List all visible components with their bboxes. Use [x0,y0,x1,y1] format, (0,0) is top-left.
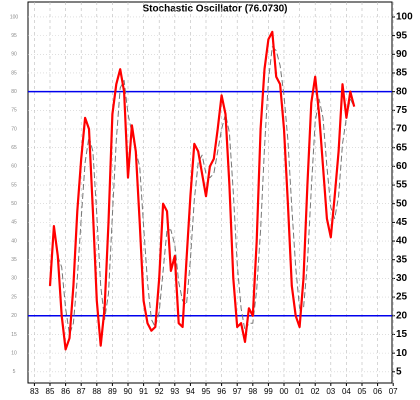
y-tick-label: 100 [396,12,413,23]
y-tick-label: 85 [396,68,408,79]
y-tick-label-left: 35 [11,257,17,263]
x-tick-label: 89 [108,387,117,396]
x-tick-label: 96 [217,387,226,396]
y-tick-label-left: 90 [11,52,17,58]
x-tick-label: 06 [373,387,382,396]
y-tick-label-left: 65 [11,145,17,151]
x-tick-label: 03 [326,387,335,396]
y-tick-label: 10 [396,348,408,359]
y-tick-label: 5 [396,366,402,377]
y-tick-label-left: 25 [11,294,17,300]
y-tick-label: 30 [396,273,408,284]
y-tick-label: 20 [396,310,408,321]
y-tick-label-left: 85 [11,70,17,76]
y-tick-label: 65 [396,142,408,153]
x-tick-label: 99 [264,387,273,396]
x-tick-label: 91 [139,387,148,396]
y-tick-label: 70 [396,124,408,135]
oscillator-line [48,30,356,351]
x-tick-label: 97 [233,387,242,396]
x-tick-label: 98 [248,387,257,396]
y-tick-label-left: 100 [10,14,19,20]
y-tick-label: 80 [396,86,408,97]
y-tick-label: 40 [396,236,408,247]
y-tick-label: 55 [396,180,408,191]
y-tick-label-left: 15 [11,332,17,338]
signal-line [57,46,355,335]
x-tick-label: 93 [170,387,179,396]
y-tick-label-left: 55 [11,182,17,188]
x-tick-label: 02 [311,387,320,396]
y-tick-label: 25 [396,292,408,303]
y-tick-label: 45 [396,217,408,228]
x-tick-label: 83 [30,387,39,396]
x-tick-label: 01 [295,387,304,396]
x-tick-label: 05 [358,387,367,396]
x-tick-label: 04 [342,387,351,396]
y-tick-label-left: 75 [11,108,17,114]
x-tick-label: 87 [77,387,86,396]
chart-title: Stochastic Oscillator (76.0730) [142,4,287,15]
plot-frame [27,1,393,384]
x-tick-label: 88 [92,387,101,396]
x-tick-label: 92 [155,387,164,396]
y-tick-label: 90 [396,49,408,60]
y-tick-label-left: 10 [11,350,17,356]
x-tick-label: 90 [124,387,133,396]
y-tick-label: 60 [396,161,408,172]
y-tick-label-left: 5 [13,369,16,375]
x-tick-label: 95 [202,387,211,396]
y-tick-label-left: 70 [11,126,17,132]
y-tick-label: 15 [396,329,408,340]
y-tick-label: 95 [396,30,408,41]
y-tick-label-left: 45 [11,220,17,226]
y-tick-label-left: 60 [11,164,17,170]
y-tick-label-left: 80 [11,89,17,95]
x-tick-label: 86 [61,387,70,396]
y-tick-label-left: 50 [11,201,17,207]
x-tick-label: 00 [280,387,289,396]
y-tick-label: 75 [396,105,408,116]
y-tick-label-left: 95 [11,33,17,39]
x-tick-label: 94 [186,387,195,396]
y-tick-label-left: 30 [11,276,17,282]
y-tick-label: 35 [396,254,408,265]
x-tick-label: 07 [389,387,398,396]
y-tick-label-left: 20 [11,313,17,319]
y-tick-label: 50 [396,198,408,209]
y-tick-label-left: 40 [11,238,17,244]
x-tick-label: 85 [46,387,55,396]
